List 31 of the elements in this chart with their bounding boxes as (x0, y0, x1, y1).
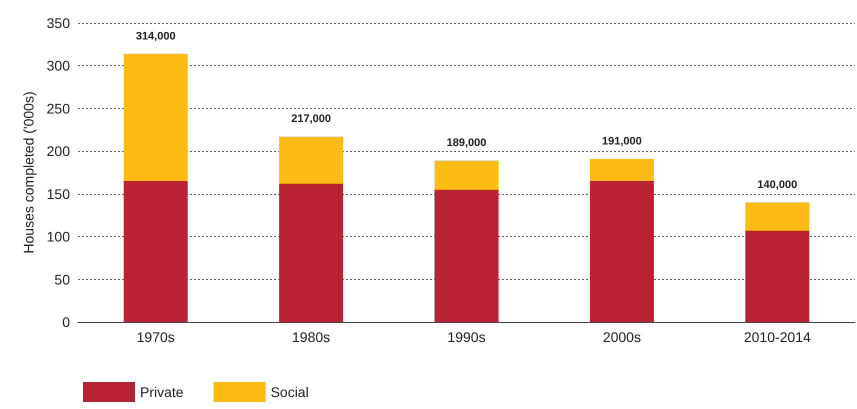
x-tick-label: 1990s (447, 329, 486, 345)
total-label: 217,000 (291, 113, 331, 126)
total-label: 314,000 (136, 30, 176, 42)
y-axis-title: Houses completed ('000s) (20, 91, 37, 254)
bar (590, 158, 654, 182)
bar (590, 181, 654, 322)
total-label: 140,000 (757, 178, 798, 191)
bar (124, 181, 188, 322)
y-tick-label: 100 (46, 228, 70, 245)
y-tick-label: 150 (46, 186, 70, 202)
y-tick-label: 200 (46, 143, 70, 160)
bar (745, 202, 810, 231)
bar (279, 184, 344, 322)
total-label: 189,000 (446, 137, 486, 150)
total-label: 191,000 (602, 135, 642, 148)
y-tick-label: 50 (54, 271, 70, 288)
y-tick-label: 300 (46, 58, 70, 74)
bar (279, 136, 344, 184)
x-tick-label: 2010-2014 (744, 329, 811, 345)
x-tick-label: 2000s (602, 329, 641, 345)
legend-label: Private (140, 384, 184, 400)
bar (124, 54, 188, 182)
y-tick-label: 250 (46, 100, 70, 116)
y-tick-label: 350 (46, 15, 70, 31)
bar (434, 190, 498, 322)
bar (434, 160, 498, 190)
legend-label: Social (270, 384, 309, 400)
x-tick-label: 1970s (136, 329, 175, 345)
bar (745, 230, 810, 322)
x-tick-label: 1980s (292, 329, 330, 345)
y-tick-label: 0 (62, 314, 70, 330)
